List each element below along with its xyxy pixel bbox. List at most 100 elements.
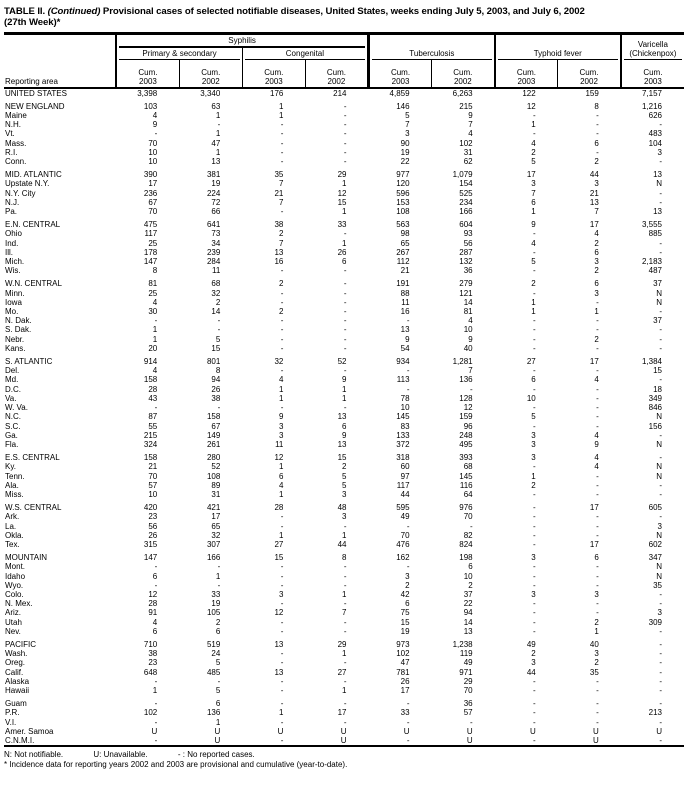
value-cell: 8: [152, 266, 158, 276]
table-row: Nebr. 1 5 - - 9 9 - 2 -: [4, 335, 684, 344]
value-cell: 3: [657, 608, 662, 618]
value-cell: 98: [400, 229, 410, 239]
value-cell: 25: [148, 288, 158, 298]
value-cell: -: [343, 279, 347, 289]
table-row: Minn. 25 32 - - 88 121 - 3 N: [4, 289, 684, 298]
value-cell: 2: [594, 334, 599, 344]
value-cell: 21: [148, 462, 158, 472]
value-cell: 3: [594, 257, 599, 267]
title-week: (27th Week)*: [4, 16, 61, 28]
reporting-area-cell: Ky.: [5, 462, 16, 472]
value-cell: 3,398: [137, 88, 158, 98]
reporting-area-cell: Ga.: [5, 430, 18, 440]
value-cell: 2,183: [641, 257, 662, 267]
value-cell: -: [596, 599, 599, 609]
value-cell: 11: [212, 266, 221, 276]
value-cell: 26: [148, 530, 158, 540]
table-row: Alaska - - - - 26 29 - - -: [4, 677, 684, 686]
value-cell: 801: [206, 357, 221, 367]
value-cell: 112: [396, 257, 410, 267]
value-cell: 2: [531, 147, 536, 157]
value-cell: -: [659, 489, 662, 499]
value-cell: 158: [143, 375, 158, 385]
value-cell: 108: [396, 207, 410, 217]
reporting-area-cell: Ind.: [5, 238, 19, 248]
value-cell: 26: [337, 247, 347, 257]
value-cell: 9: [342, 430, 347, 440]
table-row: N.C. 87 158 9 13 145 159 5 - N: [4, 412, 684, 421]
value-cell: 19: [211, 179, 221, 189]
footnote-incidence: * Incidence data for reporting years 200…: [4, 760, 348, 770]
value-cell: -: [343, 580, 347, 590]
table-header: Reporting area Syphilis Tuberculosis Typ…: [4, 33, 684, 89]
value-cell: 7: [468, 366, 473, 376]
value-cell: 3,555: [641, 220, 662, 230]
value-cell: -: [343, 229, 347, 239]
table-row: Nev. 6 6 - - 19 13 - 1 -: [4, 627, 684, 636]
value-cell: U: [214, 726, 221, 736]
value-cell: 1: [152, 334, 158, 344]
value-cell: 7: [278, 197, 284, 207]
value-cell: -: [280, 157, 284, 167]
value-cell: -: [659, 120, 662, 130]
congenital-header: Congenital: [241, 47, 369, 60]
value-cell: 15: [211, 343, 221, 353]
value-cell: 23: [148, 658, 158, 668]
value-cell: 4: [531, 238, 536, 248]
value-cell: 4: [278, 375, 284, 385]
reporting-area-cell: MID. ATLANTIC: [5, 170, 62, 180]
value-cell: 15: [274, 553, 284, 563]
table-row: S. Dak. 1 - - - 13 10 - - -: [4, 325, 684, 334]
value-cell: 198: [459, 553, 473, 563]
value-cell: 1: [594, 626, 599, 636]
table-row: Ind. 25 34 7 1 65 56 4 2 -: [4, 239, 684, 248]
value-cell: -: [533, 266, 536, 276]
value-cell: 6: [278, 471, 284, 481]
value-cell: 29: [337, 170, 347, 180]
value-cell: 35: [589, 667, 599, 677]
value-cell: -: [280, 617, 284, 627]
value-cell: -: [659, 626, 662, 636]
value-cell: 102: [459, 138, 473, 148]
value-cell: 56: [148, 521, 158, 531]
value-cell: 6: [594, 553, 599, 563]
reporting-area-cell: UNITED STATES: [5, 88, 67, 98]
table-row: Mich. 147 284 16 6 112 132 5 3 2,183: [4, 257, 684, 266]
value-cell: 145: [459, 471, 473, 481]
value-cell: 1: [342, 649, 347, 659]
value-cell: 641: [206, 220, 221, 230]
value-cell: 1,281: [452, 357, 473, 367]
value-cell: 49: [526, 639, 536, 649]
value-cell: -: [659, 480, 662, 490]
value-cell: 191: [396, 279, 410, 289]
value-cell: 16: [400, 307, 410, 317]
value-cell: 9: [405, 334, 410, 344]
table-row: W. Va. - - - - 10 12 - - 846: [4, 403, 684, 412]
value-cell: 596: [396, 188, 410, 198]
reporting-area-cell: W. Va.: [5, 403, 28, 413]
value-cell: 149: [206, 430, 221, 440]
value-cell: 6,263: [452, 88, 473, 98]
value-cell: 5: [215, 334, 221, 344]
value-cell: 28: [148, 599, 158, 609]
reporting-area-cell: Ariz.: [5, 608, 21, 618]
value-cell: -: [217, 676, 221, 686]
table-row: Tex. 315 307 27 44 476 824 - 17 602: [4, 540, 684, 549]
value-cell: -: [280, 649, 284, 659]
value-cell: 13: [653, 170, 662, 180]
value-cell: -: [280, 343, 284, 353]
reporting-area-cell: Wis.: [5, 266, 21, 276]
table-row: Ga. 215 149 3 9 133 248 3 4 -: [4, 431, 684, 440]
value-cell: -: [280, 626, 284, 636]
value-cell: -: [406, 384, 410, 394]
footnote-legend: N: Not notifiable. U: Unavailable. - : N…: [4, 750, 684, 760]
value-cell: 20: [148, 343, 158, 353]
value-cell: 4: [152, 297, 158, 307]
value-cell: -: [280, 736, 284, 745]
value-cell: 4: [152, 617, 158, 627]
value-cell: 10: [148, 147, 158, 157]
value-cell: -: [659, 453, 662, 463]
value-cell: -: [533, 539, 536, 549]
value-cell: -: [280, 316, 284, 326]
value-cell: -: [154, 736, 158, 745]
